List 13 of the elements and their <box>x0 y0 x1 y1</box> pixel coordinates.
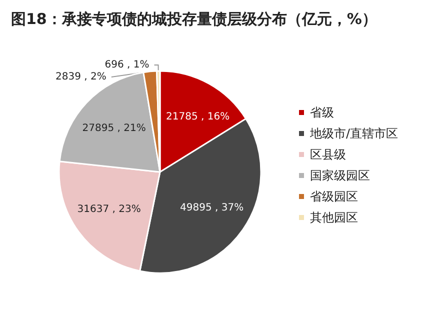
data-label: 21785 , 16% <box>166 111 230 122</box>
data-label: 2839 , 2% <box>56 72 106 83</box>
legend-label: 省级 <box>310 106 334 120</box>
legend-label: 地级市/直辖市区 <box>309 126 398 140</box>
legend-label: 其他园区 <box>310 210 358 224</box>
data-label: 696 , 1% <box>104 60 150 71</box>
data-label: 49895 , 37% <box>180 202 244 214</box>
legend-label: 省级园区 <box>310 190 358 204</box>
data-label: 31637 , 23% <box>77 204 141 215</box>
legend-label: 区县级 <box>310 148 346 162</box>
legend-label: 国家级园区 <box>310 168 370 182</box>
chart-title: 图18：承接专项债的城投存量债层级分布（亿元，%） <box>11 10 377 28</box>
data-label: 27895 , 21% <box>82 123 146 134</box>
